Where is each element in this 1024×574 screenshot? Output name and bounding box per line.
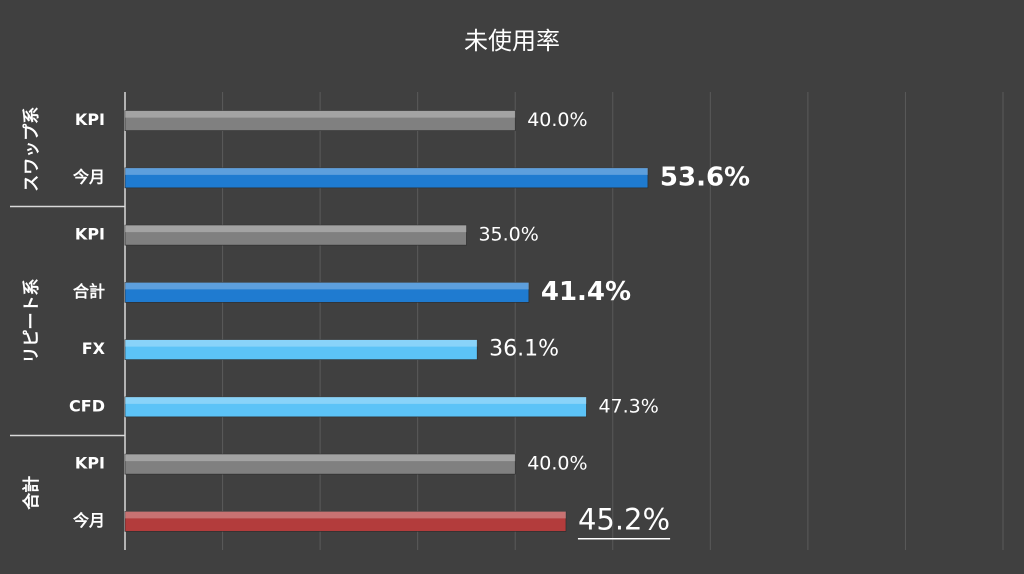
category-label: KPI: [75, 454, 105, 473]
group-label: 合計: [21, 476, 42, 510]
value-label: 45.2%: [578, 502, 670, 536]
value-label: 35.0%: [478, 224, 538, 246]
bar-shine: [125, 339, 478, 347]
category-label: KPI: [75, 110, 105, 129]
category-label: FX: [82, 339, 106, 358]
bar: [124, 282, 530, 303]
category-label: 合計: [73, 282, 105, 301]
bar-shine: [125, 167, 648, 175]
group-label: リピート系: [22, 279, 42, 364]
bar: [124, 453, 516, 475]
value-label: 36.1%: [489, 337, 559, 362]
bar-shine: [125, 396, 587, 404]
group-label: スワップ系: [21, 107, 42, 192]
category-label: 今月: [72, 511, 105, 530]
value-label: 40.0%: [527, 109, 587, 131]
bar: [124, 167, 649, 189]
bar-shine: [125, 110, 516, 118]
bar: [124, 224, 467, 246]
category-label: 今月: [72, 167, 105, 186]
value-label: 53.6%: [660, 162, 750, 192]
bar: [124, 511, 567, 532]
value-label: 41.4%: [541, 277, 631, 307]
bar-shine: [125, 511, 566, 519]
category-label: CFD: [69, 396, 105, 415]
category-label: KPI: [75, 225, 105, 244]
bar: [124, 396, 587, 418]
bar-shine: [125, 282, 529, 290]
bar: [124, 110, 516, 131]
value-label: 47.3%: [598, 395, 658, 417]
bar-shine: [125, 454, 516, 462]
chart-title: 未使用率: [464, 27, 560, 55]
bar-shine: [125, 225, 467, 233]
value-label: 40.0%: [527, 453, 587, 475]
bar: [124, 339, 478, 360]
